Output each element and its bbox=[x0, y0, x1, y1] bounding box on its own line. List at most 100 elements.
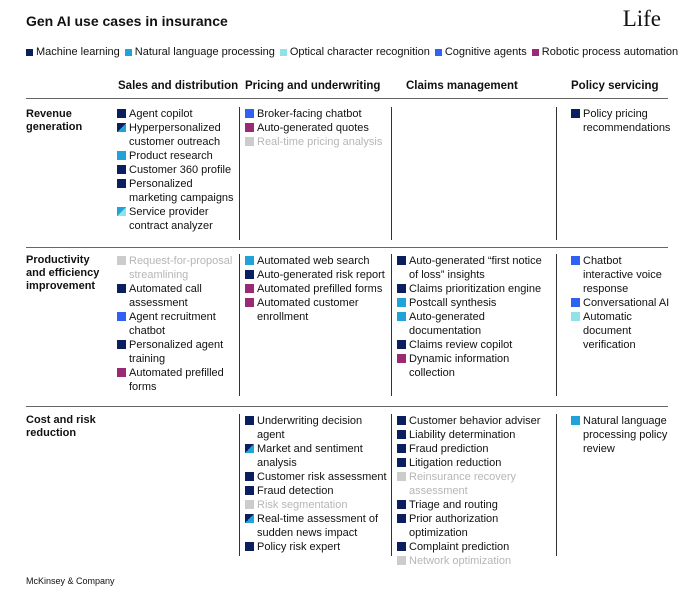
legend-label-ocr: Optical character recognition bbox=[289, 46, 430, 58]
cell-cost-pricing: Underwriting decision agent Market and se… bbox=[245, 414, 387, 554]
use-case-label: Service provider contract analyzer bbox=[129, 206, 213, 232]
use-case-label: Automated call assessment bbox=[129, 283, 202, 309]
cell-revenue-sales: Agent copilot Hyperpersonalized customer … bbox=[117, 107, 235, 233]
technology-marker bbox=[245, 123, 254, 132]
column-divider bbox=[556, 254, 557, 396]
technology-marker bbox=[397, 298, 406, 307]
use-case-label: Customer risk assessment bbox=[257, 471, 387, 483]
technology-marker bbox=[397, 284, 406, 293]
use-case-item: Automated customer enrollment bbox=[245, 296, 387, 324]
technology-marker bbox=[117, 284, 126, 293]
use-case-item: Conversational AI bbox=[571, 296, 671, 310]
use-case-item: Real-time pricing analysis bbox=[245, 135, 387, 149]
use-case-label: Automatic document verification bbox=[583, 311, 636, 351]
segment-label: Life bbox=[622, 6, 661, 31]
legend-item-ml: Machine learning bbox=[26, 46, 120, 58]
technology-marker bbox=[245, 284, 254, 293]
row-header-productivity: Productivity and efficiency improvement bbox=[26, 254, 100, 292]
technology-marker bbox=[397, 500, 406, 509]
use-case-label: Triage and routing bbox=[409, 499, 498, 511]
technology-marker bbox=[117, 179, 126, 188]
cell-productivity-pricing: Automated web search Auto-generated risk … bbox=[245, 254, 387, 324]
use-case-item: Network optimization bbox=[397, 554, 559, 568]
use-case-label: Auto-generated “first notice of loss” in… bbox=[409, 255, 542, 281]
column-divider bbox=[391, 107, 392, 240]
cell-productivity-policy: Chatbot interactive voice response Conver… bbox=[571, 254, 671, 352]
technology-marker bbox=[117, 340, 126, 349]
technology-marker bbox=[245, 486, 254, 495]
use-case-item: Automated prefilled forms bbox=[245, 282, 387, 296]
use-case-label: Reinsurance recovery assessment bbox=[409, 471, 516, 497]
column-divider bbox=[239, 254, 240, 396]
legend: Machine learning Natural language proces… bbox=[26, 46, 683, 58]
use-case-label: Claims review copilot bbox=[409, 339, 513, 351]
row-divider-3 bbox=[26, 406, 668, 407]
use-case-item: Claims prioritization engine bbox=[397, 282, 552, 296]
cell-revenue-pricing: Broker-facing chatbot Auto-generated quot… bbox=[245, 107, 387, 149]
use-case-label: Agent copilot bbox=[129, 108, 193, 120]
use-case-label: Customer 360 profile bbox=[129, 164, 232, 176]
use-case-label: Broker-facing chatbot bbox=[257, 108, 362, 120]
use-case-label: Market and sentiment analysis bbox=[257, 443, 363, 469]
technology-marker bbox=[397, 256, 406, 265]
use-case-item: Customer behavior adviser bbox=[397, 414, 559, 428]
use-case-label: Prior authorization optimization bbox=[409, 513, 499, 539]
use-case-label: Chatbot interactive voice response bbox=[583, 255, 662, 295]
column-header-policy: Policy servicing bbox=[571, 80, 659, 92]
use-case-label: Policy pricing recommendations bbox=[583, 108, 671, 134]
row-header-revenue: Revenue generation bbox=[26, 108, 83, 133]
use-case-item: Customer risk assessment bbox=[245, 470, 387, 484]
use-case-label: Personalized marketing campaigns bbox=[129, 178, 234, 204]
use-case-item: Natural language processing policy revie… bbox=[571, 414, 671, 456]
cell-productivity-sales: Request-for-proposal streamlining Automat… bbox=[117, 254, 235, 394]
use-case-item: Prior authorization optimization bbox=[397, 512, 559, 540]
use-case-label: Fraud prediction bbox=[409, 443, 489, 455]
use-case-item: Request-for-proposal streamlining bbox=[117, 254, 235, 282]
technology-marker bbox=[245, 256, 254, 265]
use-case-item: Risk segmentation bbox=[245, 498, 387, 512]
use-case-item: Service provider contract analyzer bbox=[117, 205, 235, 233]
use-case-item: Auto-generated documentation bbox=[397, 310, 552, 338]
use-case-label: Postcall synthesis bbox=[409, 297, 497, 309]
technology-marker bbox=[397, 416, 406, 425]
legend-label-cog: Cognitive agents bbox=[444, 46, 527, 58]
use-case-label: Automated customer enrollment bbox=[257, 297, 359, 323]
technology-marker bbox=[397, 472, 406, 481]
use-case-item: Automated web search bbox=[245, 254, 387, 268]
technology-marker bbox=[397, 542, 406, 551]
technology-marker bbox=[397, 430, 406, 439]
column-header-pricing: Pricing and underwriting bbox=[245, 80, 381, 92]
use-case-label: Underwriting decision agent bbox=[257, 415, 363, 441]
technology-marker bbox=[245, 298, 254, 307]
technology-marker bbox=[397, 458, 406, 467]
column-divider bbox=[391, 254, 392, 396]
technology-marker bbox=[245, 270, 254, 279]
technology-marker bbox=[117, 165, 126, 174]
technology-marker bbox=[397, 354, 406, 363]
legend-item-rpa: Robotic process automation bbox=[531, 46, 678, 58]
column-header-sales: Sales and distribution bbox=[118, 80, 239, 92]
technology-marker bbox=[117, 368, 126, 377]
use-case-item: Fraud detection bbox=[245, 484, 387, 498]
legend-item-nlp: Natural language processing bbox=[124, 46, 275, 58]
technology-marker bbox=[245, 137, 254, 146]
technology-marker bbox=[117, 109, 126, 118]
use-case-item: Complaint prediction bbox=[397, 540, 559, 554]
use-case-item: Policy pricing recommendations bbox=[571, 107, 671, 135]
use-case-label: Dynamic information collection bbox=[409, 353, 510, 379]
use-case-item: Litigation reduction bbox=[397, 456, 559, 470]
use-case-label: Automated prefilled forms bbox=[129, 367, 224, 393]
legend-swatch-ocr bbox=[279, 48, 287, 56]
use-case-label: Request-for-proposal streamlining bbox=[129, 255, 233, 281]
use-case-item: Agent recruitment chatbot bbox=[117, 310, 235, 338]
use-case-label: Personalized agent training bbox=[129, 339, 224, 365]
use-case-item: Personalized marketing campaigns bbox=[117, 177, 235, 205]
use-case-item: Market and sentiment analysis bbox=[245, 442, 387, 470]
footer-source: McKinsey & Company bbox=[26, 576, 115, 586]
use-case-label: Auto-generated documentation bbox=[409, 311, 485, 337]
use-case-item: Automated call assessment bbox=[117, 282, 235, 310]
legend-label-ml: Machine learning bbox=[36, 46, 120, 58]
use-case-label: Risk segmentation bbox=[257, 499, 348, 511]
technology-marker bbox=[117, 256, 126, 265]
technology-marker bbox=[397, 556, 406, 565]
